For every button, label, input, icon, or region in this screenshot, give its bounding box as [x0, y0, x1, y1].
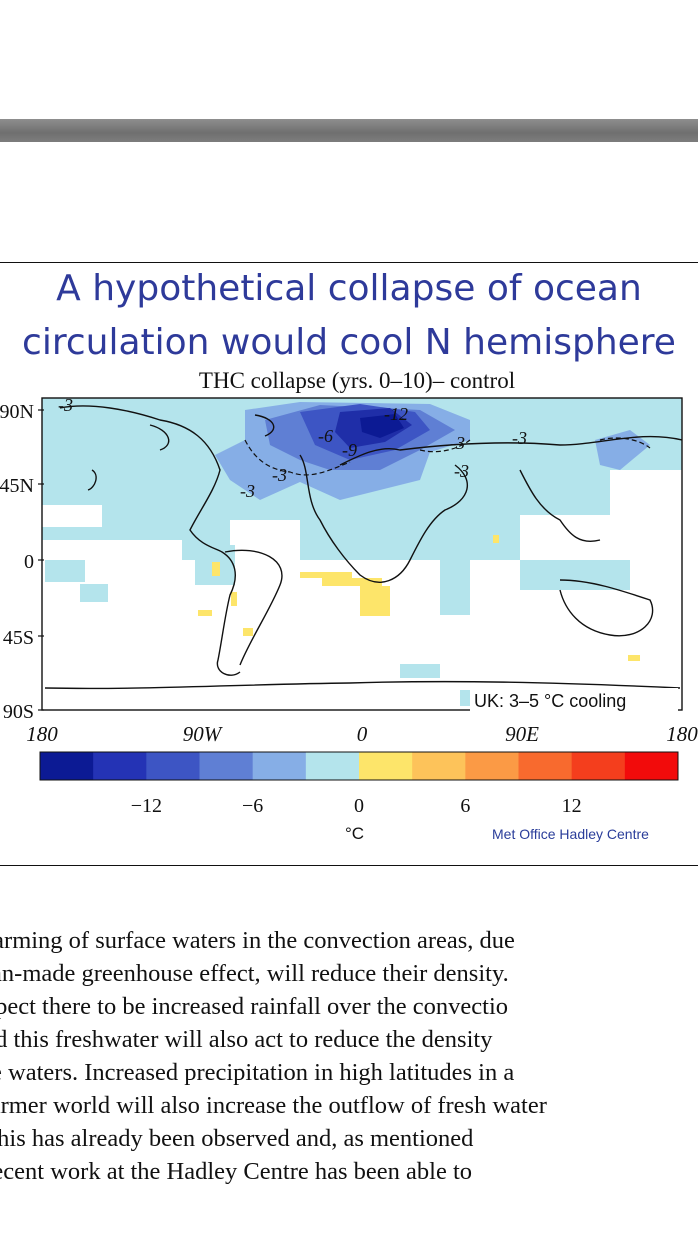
contour-lines	[244, 437, 651, 476]
colorbar-tick-label: 6	[460, 795, 470, 817]
slide-header-bar	[0, 119, 698, 142]
colorbar-segment	[199, 752, 254, 780]
figure-title-line-1: A hypothetical collapse of ocean	[56, 268, 642, 309]
colorbar-segment	[40, 752, 94, 780]
figure-credit: Met Office Hadley Centre	[492, 826, 649, 842]
body-line: expect there to be increased rainfall ov…	[0, 993, 509, 1020]
x-tick-label: 90W	[183, 722, 224, 746]
body-line: man-made greenhouse effect, will reduce …	[0, 960, 509, 987]
body-line: – this has already been observed and, as…	[0, 1125, 474, 1152]
contour-label: -6	[318, 426, 333, 446]
figure-title-line-2: circulation would cool N hemisphere	[22, 322, 676, 363]
contour-labels: -3 -12 -6 -9 -3 -3 -3 -3 -3	[58, 395, 527, 501]
colorbar-unit: °C	[345, 824, 365, 843]
annotation-uk-cooling: UK: 3–5 °C cooling	[474, 691, 626, 711]
contour-label: -3	[454, 461, 469, 481]
y-tick-label: 45S	[3, 627, 34, 649]
contour-label: -3	[58, 395, 73, 415]
colorbar-segment	[146, 752, 200, 780]
body-line: the waters. Increased precipitation in h…	[0, 1059, 515, 1086]
x-axis: 180 90W 0 90E 180	[26, 722, 698, 746]
x-tick-label: 0	[357, 722, 368, 746]
colorbar-segment	[305, 752, 360, 780]
colorbar-segment	[518, 752, 573, 780]
contour-label: -12	[384, 404, 408, 424]
colorbar-segment	[93, 752, 147, 780]
y-tick-label: 90S	[3, 701, 34, 723]
colorbar-segment	[252, 752, 307, 780]
body-line: , recent work at the Hadley Centre has b…	[0, 1158, 473, 1185]
x-tick-label: 180	[26, 722, 58, 746]
map-border	[41, 397, 683, 711]
colorbar-segment	[359, 752, 413, 780]
annotation-box	[470, 688, 678, 712]
coastlines	[44, 405, 682, 690]
colorbar-tick-label: 12	[562, 795, 582, 817]
chart-title: THC collapse (yrs. 0–10)– control	[198, 368, 516, 393]
colorbar-border	[39, 751, 679, 781]
body-line: warmer world will also increase the outf…	[0, 1092, 547, 1119]
y-tick-label: 90N	[0, 401, 34, 423]
y-tick-label: 45N	[0, 475, 34, 497]
contour-label: -3	[512, 428, 527, 448]
contour-label: -3	[272, 465, 287, 485]
contour-label: -3	[240, 481, 255, 501]
y-axis: 90N 45N 0 45S 90S	[0, 401, 44, 723]
contour-label: -9	[342, 440, 357, 460]
x-tick-label: 90E	[505, 722, 539, 746]
body-line: and this freshwater will also act to red…	[0, 1026, 493, 1053]
body-line: Warming of surface waters in the convect…	[0, 927, 515, 954]
colorbar-tick-label: 0	[354, 795, 364, 817]
colorbar-tick-label: −12	[131, 795, 162, 817]
anomaly-fill	[42, 398, 682, 706]
colorbar-segment	[465, 752, 519, 780]
colorbar: −12 −6 0 6 12	[39, 751, 679, 817]
x-tick-label: 180	[666, 722, 698, 746]
y-tick-label: 0	[24, 551, 34, 573]
colorbar-tick-label: −6	[242, 795, 263, 817]
colorbar-segment	[624, 752, 679, 780]
colorbar-segment	[571, 752, 626, 780]
colorbar-segment	[412, 752, 466, 780]
contour-label: -3	[450, 433, 465, 453]
